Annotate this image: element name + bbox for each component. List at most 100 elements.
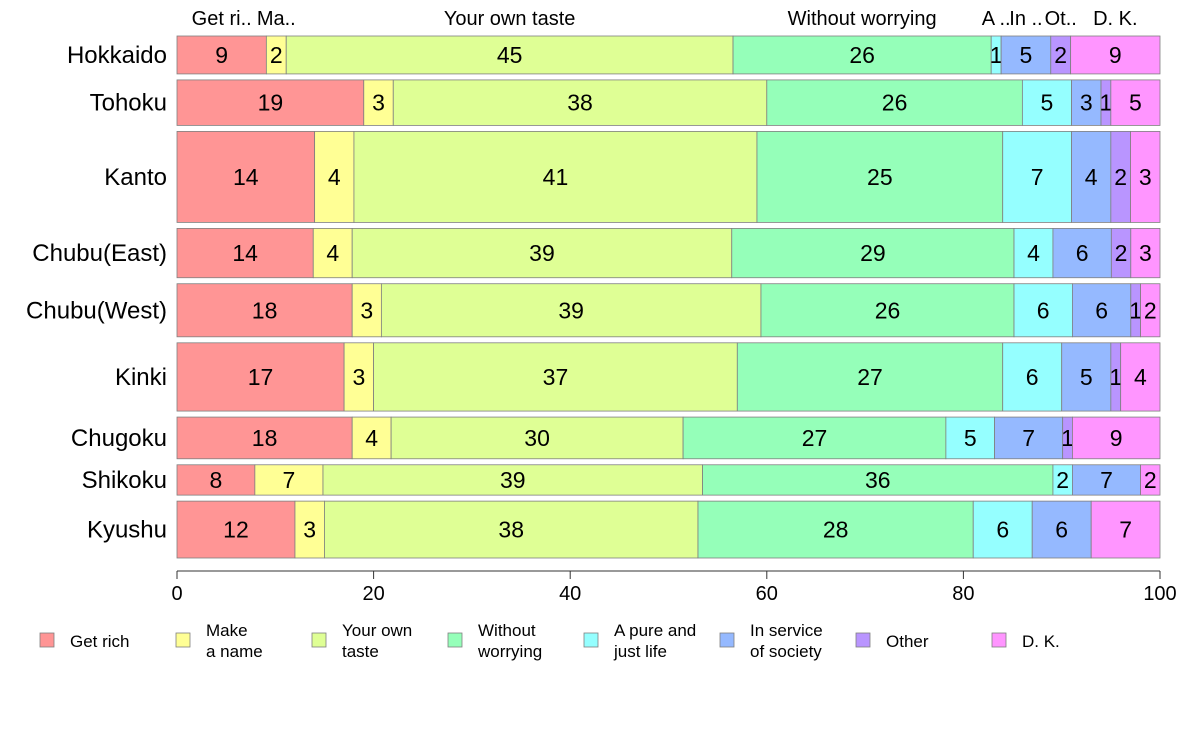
bar-segment: [1072, 416, 1161, 460]
bar-row: Tohoku 19 3 38 26 5 3 1 5: [90, 79, 1161, 126]
data-label: 2: [1114, 164, 1127, 190]
data-label: 5: [1080, 364, 1093, 390]
data-label: 1: [990, 42, 1003, 68]
legend-label: Without: [478, 621, 536, 640]
data-label: 6: [1026, 364, 1039, 390]
data-label: 41: [543, 164, 569, 190]
data-label: 5: [1129, 90, 1142, 116]
data-label: 3: [372, 90, 385, 116]
bar-segment: [176, 228, 314, 279]
bar-segment: [1002, 131, 1072, 223]
bar-segment: [766, 79, 1023, 126]
legend-label: D. K.: [1022, 632, 1060, 651]
series-top-label: A ..: [982, 8, 1011, 30]
legend-label: Your own: [342, 621, 412, 640]
bar-segment: [1061, 342, 1112, 412]
bar-row: Kanto 14 4 41 25 7 4 2 3: [104, 131, 1161, 223]
data-label: 4: [1027, 240, 1040, 266]
bar-segment: [994, 416, 1064, 460]
data-label: 9: [1110, 425, 1123, 451]
data-label: 26: [875, 297, 901, 323]
data-label: 3: [352, 364, 365, 390]
data-label: 9: [1109, 42, 1122, 68]
x-tick-label: 40: [559, 583, 581, 605]
data-label: 6: [1055, 517, 1068, 543]
bar-segment: [254, 464, 324, 496]
category-label: Shikoku: [82, 467, 167, 494]
data-label: 5: [1020, 42, 1033, 68]
bar-segment: [392, 79, 768, 126]
data-label: 27: [802, 425, 828, 451]
bar-segment: [390, 416, 684, 460]
bar-segment: [682, 416, 947, 460]
series-top-label: In ..: [1009, 8, 1042, 30]
data-label: 38: [567, 90, 593, 116]
data-label: 39: [500, 467, 526, 493]
data-label: 2: [1115, 240, 1128, 266]
data-label: 3: [1139, 240, 1152, 266]
legend-swatch: [311, 632, 327, 648]
bar-segment: [312, 228, 353, 279]
bar-segment: [1013, 228, 1054, 279]
bar-row: Chugoku 18 4 30 27 5 7 1 9: [71, 416, 1161, 460]
data-label: 39: [529, 240, 555, 266]
data-label: 26: [849, 42, 875, 68]
legend-swatch: [39, 632, 55, 648]
bar-row: Shikoku 8 7 39 36 2 7 2: [82, 464, 1161, 496]
x-tick-label: 20: [362, 583, 384, 605]
category-label: Tohoku: [90, 90, 167, 117]
legend-swatch: [447, 632, 463, 648]
bar-segment: [353, 131, 758, 223]
legend-item: In service of society: [719, 621, 823, 661]
bar-segment: [1021, 79, 1072, 126]
series-top-label: D. K.: [1093, 8, 1137, 30]
bar-segment: [176, 131, 316, 223]
data-label: 7: [1100, 467, 1113, 493]
data-label: 5: [1041, 90, 1054, 116]
legend-label: Get rich: [70, 632, 130, 651]
bar-segment: [1140, 464, 1161, 496]
data-label: 1: [1100, 90, 1113, 116]
bar-row: Hokkaido 9 2 45 26 1 5 2 9: [67, 35, 1161, 75]
data-label: 18: [252, 297, 278, 323]
category-label: Kinki: [115, 364, 167, 391]
series-top-label: Ma..: [257, 8, 296, 30]
data-label: 37: [543, 364, 569, 390]
data-label: 19: [258, 90, 284, 116]
data-label: 1: [1109, 364, 1122, 390]
data-label: 2: [1054, 42, 1067, 68]
x-tick-label: 80: [952, 583, 974, 605]
bar-segment: [1140, 283, 1161, 338]
legend-item: Your own taste: [311, 621, 412, 661]
category-label: Chubu(West): [26, 297, 167, 324]
bar-segment: [1071, 79, 1102, 126]
series-top-label: Without worrying: [788, 8, 937, 30]
data-label: 14: [233, 164, 259, 190]
bar-segment: [373, 342, 738, 412]
bar-segment: [351, 283, 382, 338]
x-axis: 0 20 40 60 80 100: [171, 570, 1177, 605]
data-label: 4: [326, 240, 339, 266]
data-label: 28: [823, 517, 849, 543]
bar-segment: [760, 283, 1015, 338]
data-label: 3: [1080, 90, 1093, 116]
data-label: 2: [1144, 297, 1157, 323]
bar-segment: [697, 500, 974, 559]
category-label: Chubu(East): [32, 240, 167, 267]
legend-item: Without worrying: [447, 621, 542, 661]
bar-segment: [322, 464, 703, 496]
bar-row: Kyushu 12 3 38 28 6 6 7: [87, 500, 1161, 559]
bar-segment: [1013, 283, 1073, 338]
data-label: 38: [498, 517, 524, 543]
bar-segment: [176, 464, 256, 496]
bar-segment: [1120, 342, 1161, 412]
bar-segment: [732, 35, 992, 75]
bar-segment: [1052, 228, 1112, 279]
data-label: 5: [964, 425, 977, 451]
bar-segment: [1000, 35, 1052, 75]
series-top-label: Get ri..: [192, 8, 252, 30]
data-label: 9: [215, 42, 228, 68]
data-label: 3: [360, 297, 373, 323]
legend-label: worrying: [477, 642, 542, 661]
bar-segment: [756, 131, 1004, 223]
